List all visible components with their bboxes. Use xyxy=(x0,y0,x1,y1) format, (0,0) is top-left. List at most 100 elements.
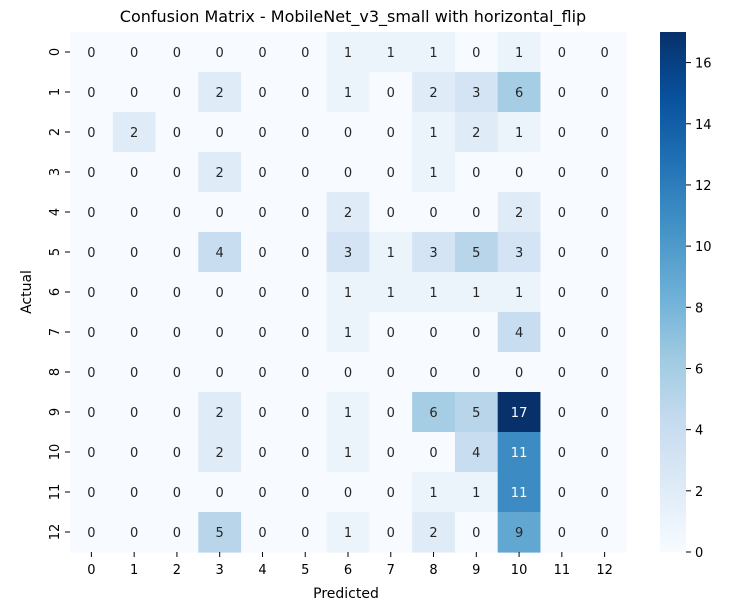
heatmap-cell xyxy=(283,72,328,113)
cell-value-label: 0 xyxy=(301,206,309,221)
heatmap-cell xyxy=(369,352,413,393)
heatmap-cell xyxy=(198,312,242,353)
cell-value-label: 0 xyxy=(258,486,266,501)
heatmap-cell xyxy=(583,352,627,393)
heatmap-cell xyxy=(497,32,542,73)
heatmap-cell xyxy=(583,232,627,273)
cell-value-label: 0 xyxy=(600,526,608,541)
heatmap-cell xyxy=(70,192,114,233)
colorbar-gradient xyxy=(660,32,686,552)
cell-value-label: 0 xyxy=(472,326,480,341)
heatmap-cell xyxy=(198,432,242,473)
heatmap-cell xyxy=(369,192,413,233)
heatmap-cell xyxy=(198,72,242,113)
cell-value-label: 5 xyxy=(472,246,480,261)
heatmap-cell xyxy=(198,192,242,233)
chart-title: Confusion Matrix - MobileNet_v3_small wi… xyxy=(120,7,586,27)
heatmap-cell xyxy=(369,32,413,73)
y-tick-label: 10 xyxy=(48,444,63,461)
colorbar: 0 2 4 6 8 10 12 14 16 xyxy=(660,32,712,561)
heatmap-cell xyxy=(155,32,199,73)
heatmap-cell xyxy=(369,72,413,113)
heatmap-cell xyxy=(454,232,499,273)
cell-value-label: 0 xyxy=(301,446,309,461)
heatmap-cell xyxy=(412,32,456,73)
heatmap-cell xyxy=(326,312,370,353)
x-tick-label: 6 xyxy=(344,563,352,578)
cell-value-label: 0 xyxy=(558,286,566,301)
heatmap-cell xyxy=(198,272,242,313)
cell-value-label: 0 xyxy=(87,526,95,541)
cell-value-label: 1 xyxy=(387,246,395,261)
cell-value-label: 0 xyxy=(87,246,95,261)
heatmap-cell xyxy=(70,112,114,153)
heatmap-cell xyxy=(412,392,456,433)
cell-value-label: 2 xyxy=(515,206,523,221)
heatmap-cell xyxy=(241,72,285,113)
cell-value-label: 4 xyxy=(472,446,480,461)
cell-value-label: 0 xyxy=(173,446,181,461)
cell-value-label: 0 xyxy=(258,446,266,461)
colorbar-tick-label: 6 xyxy=(695,362,703,377)
x-tick-label: 10 xyxy=(511,563,528,578)
heatmap-cell xyxy=(326,432,370,473)
heatmap-cell xyxy=(369,312,413,353)
heatmap-cell xyxy=(540,32,584,73)
cell-value-label: 0 xyxy=(429,446,437,461)
heatmap-cell xyxy=(412,152,456,193)
cell-value-label: 11 xyxy=(511,446,528,461)
cell-value-label: 1 xyxy=(344,46,352,61)
heatmap-cell xyxy=(70,272,114,313)
heatmap-cell xyxy=(369,152,413,193)
heatmap-cell xyxy=(497,72,542,113)
heatmap-cell xyxy=(454,312,499,353)
cell-value-label: 0 xyxy=(558,526,566,541)
heatmap-cell xyxy=(583,32,627,73)
heatmap-cell xyxy=(112,32,157,73)
cell-value-label: 0 xyxy=(600,206,608,221)
cell-value-label: 11 xyxy=(511,486,528,501)
x-tick-label: 12 xyxy=(596,563,613,578)
heatmap-cell xyxy=(241,432,285,473)
heatmap-cell xyxy=(155,512,199,553)
cell-value-label: 2 xyxy=(130,126,138,141)
cell-value-label: 0 xyxy=(472,526,480,541)
cell-value-label: 0 xyxy=(130,46,138,61)
heatmap-cell xyxy=(241,272,285,313)
cell-value-label: 0 xyxy=(216,366,224,381)
cell-value-label: 0 xyxy=(558,206,566,221)
cell-value-label: 0 xyxy=(87,486,95,501)
cell-value-label: 0 xyxy=(130,206,138,221)
cell-value-label: 0 xyxy=(258,286,266,301)
cell-value-label: 0 xyxy=(387,126,395,141)
cell-value-label: 0 xyxy=(173,166,181,181)
heatmap-cell xyxy=(412,272,456,313)
x-tick-label: 2 xyxy=(173,563,181,578)
cell-value-label: 1 xyxy=(344,406,352,421)
cell-value-label: 0 xyxy=(130,486,138,501)
heatmap-cell xyxy=(283,192,328,233)
cell-value-label: 1 xyxy=(472,486,480,501)
cell-value-label: 1 xyxy=(344,326,352,341)
cell-value-label: 1 xyxy=(429,46,437,61)
heatmap-cell xyxy=(326,512,370,553)
cell-value-label: 0 xyxy=(87,166,95,181)
heatmap-cell xyxy=(112,472,157,513)
heatmap-cell xyxy=(241,352,285,393)
cell-value-label: 0 xyxy=(173,126,181,141)
cell-value-label: 0 xyxy=(387,486,395,501)
cell-value-label: 0 xyxy=(429,366,437,381)
cell-value-label: 0 xyxy=(344,126,352,141)
cell-value-label: 0 xyxy=(387,406,395,421)
heatmap-cell xyxy=(583,72,627,113)
cell-value-label: 1 xyxy=(429,126,437,141)
cell-value-label: 0 xyxy=(515,166,523,181)
x-tick-label: 1 xyxy=(130,563,138,578)
cell-value-label: 6 xyxy=(515,86,523,101)
cell-value-label: 1 xyxy=(344,286,352,301)
cell-value-label: 0 xyxy=(600,486,608,501)
heatmap-cell xyxy=(583,112,627,153)
y-tick-label: 9 xyxy=(48,408,63,416)
heatmap-cell xyxy=(497,432,542,473)
heatmap-cell xyxy=(412,352,456,393)
